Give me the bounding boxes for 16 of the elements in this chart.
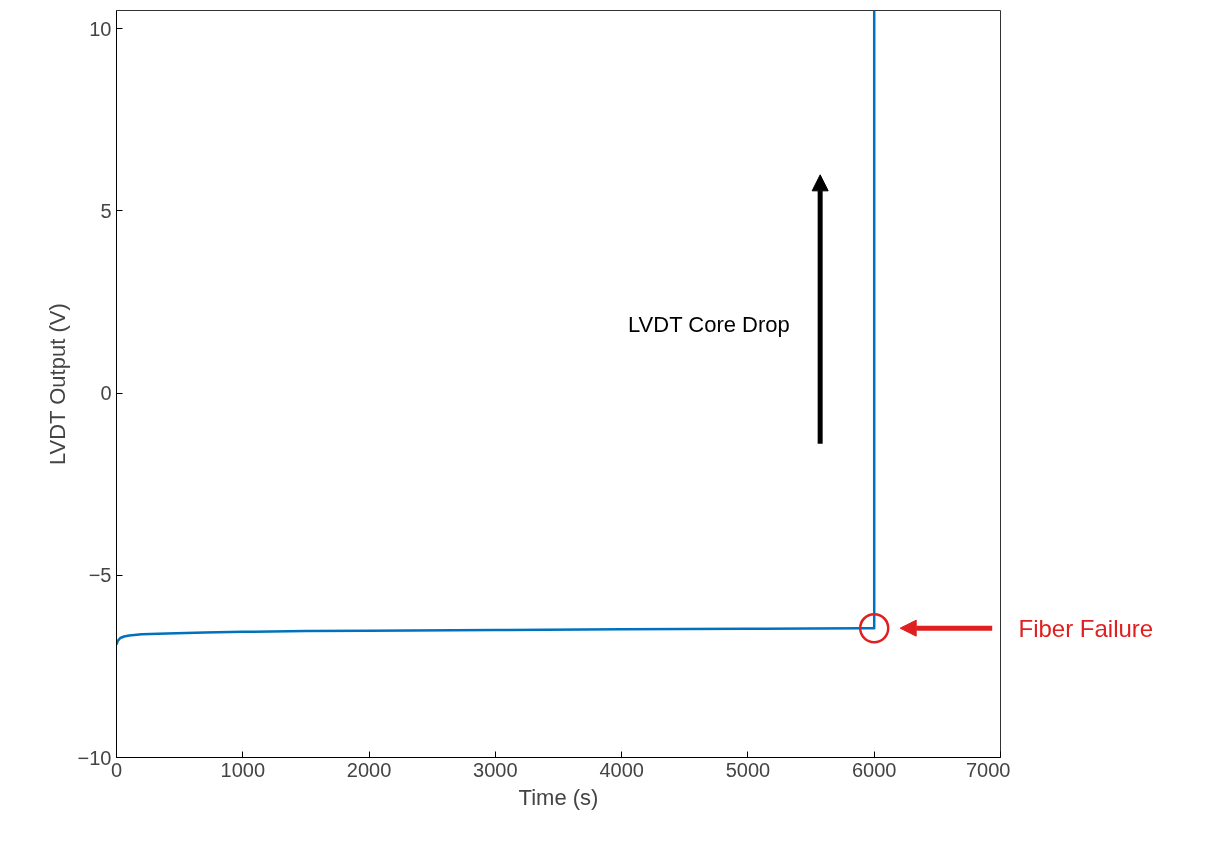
x-tick-label: 4000 xyxy=(599,758,644,781)
y-tick-label: −10 xyxy=(77,746,112,769)
x-tick-label: 1000 xyxy=(220,758,266,781)
y-tick-label: 0 xyxy=(100,382,112,405)
x-tick-label: 6000 xyxy=(851,758,897,781)
x-tick-label: 2000 xyxy=(346,758,392,781)
annotation: LVDT Core Drop xyxy=(627,311,790,337)
x-tick-label: 3000 xyxy=(473,758,518,781)
x-axis-title: Time (s) xyxy=(518,784,599,810)
x-tick-label: 7000 xyxy=(966,758,1011,781)
text: Fiber Failure xyxy=(1018,614,1154,642)
x-tick-label: 5000 xyxy=(725,758,771,781)
y-tick-label: 10 xyxy=(89,17,112,40)
y-tick-label: −5 xyxy=(88,564,112,587)
y-tick-label: 5 xyxy=(100,199,112,222)
y-axis-title: LVDT Output (V) xyxy=(44,303,70,466)
